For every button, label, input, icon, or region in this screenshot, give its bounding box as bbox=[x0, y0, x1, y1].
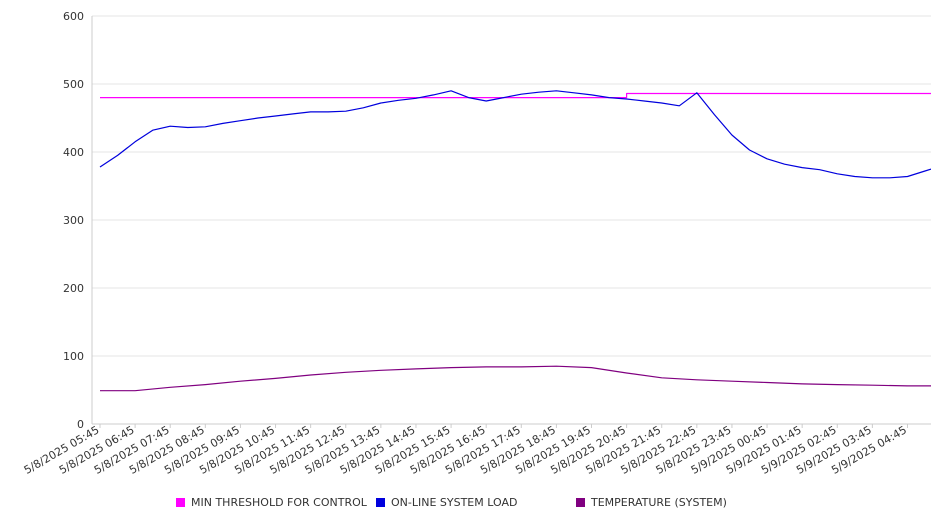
y-tick-label: 0 bbox=[77, 418, 84, 431]
y-tick-label: 600 bbox=[63, 10, 84, 23]
legend-label-temperature: TEMPERATURE (SYSTEM) bbox=[591, 496, 727, 509]
legend-label-threshold: MIN THRESHOLD FOR CONTROL bbox=[191, 496, 367, 509]
legend-item-threshold[interactable]: MIN THRESHOLD FOR CONTROL bbox=[176, 496, 367, 509]
series-threshold-line bbox=[100, 92, 931, 99]
line-chart: 0 100 200 300 400 500 600 5/8/2025 05:455/8/20… bbox=[22, 10, 931, 477]
legend-swatch-threshold bbox=[176, 498, 185, 507]
series-system-load-line bbox=[99, 90, 931, 179]
series-temperature-line bbox=[100, 365, 931, 392]
y-tick-label: 300 bbox=[63, 214, 84, 227]
y-tick-label: 500 bbox=[63, 78, 84, 91]
y-tick-label: 100 bbox=[63, 350, 84, 363]
axes bbox=[91, 16, 931, 428]
legend-item-temperature[interactable]: TEMPERATURE (SYSTEM) bbox=[576, 496, 727, 509]
legend-item-system-load[interactable]: ON-LINE SYSTEM LOAD bbox=[376, 496, 517, 509]
grid-lines bbox=[92, 15, 931, 357]
y-tick-label: 200 bbox=[63, 282, 84, 295]
series-lines bbox=[99, 90, 931, 392]
legend-swatch-temperature bbox=[576, 498, 585, 507]
legend-label-system-load: ON-LINE SYSTEM LOAD bbox=[391, 496, 518, 509]
y-tick-labels: 0 100 200 300 400 500 600 bbox=[63, 10, 84, 431]
legend-swatch-system-load bbox=[376, 498, 385, 507]
x-tick-labels: 5/8/2025 05:455/8/2025 06:455/8/2025 07:… bbox=[22, 423, 909, 477]
y-tick-label: 400 bbox=[63, 146, 84, 159]
legend: MIN THRESHOLD FOR CONTROL ON-LINE SYSTEM… bbox=[0, 496, 946, 516]
